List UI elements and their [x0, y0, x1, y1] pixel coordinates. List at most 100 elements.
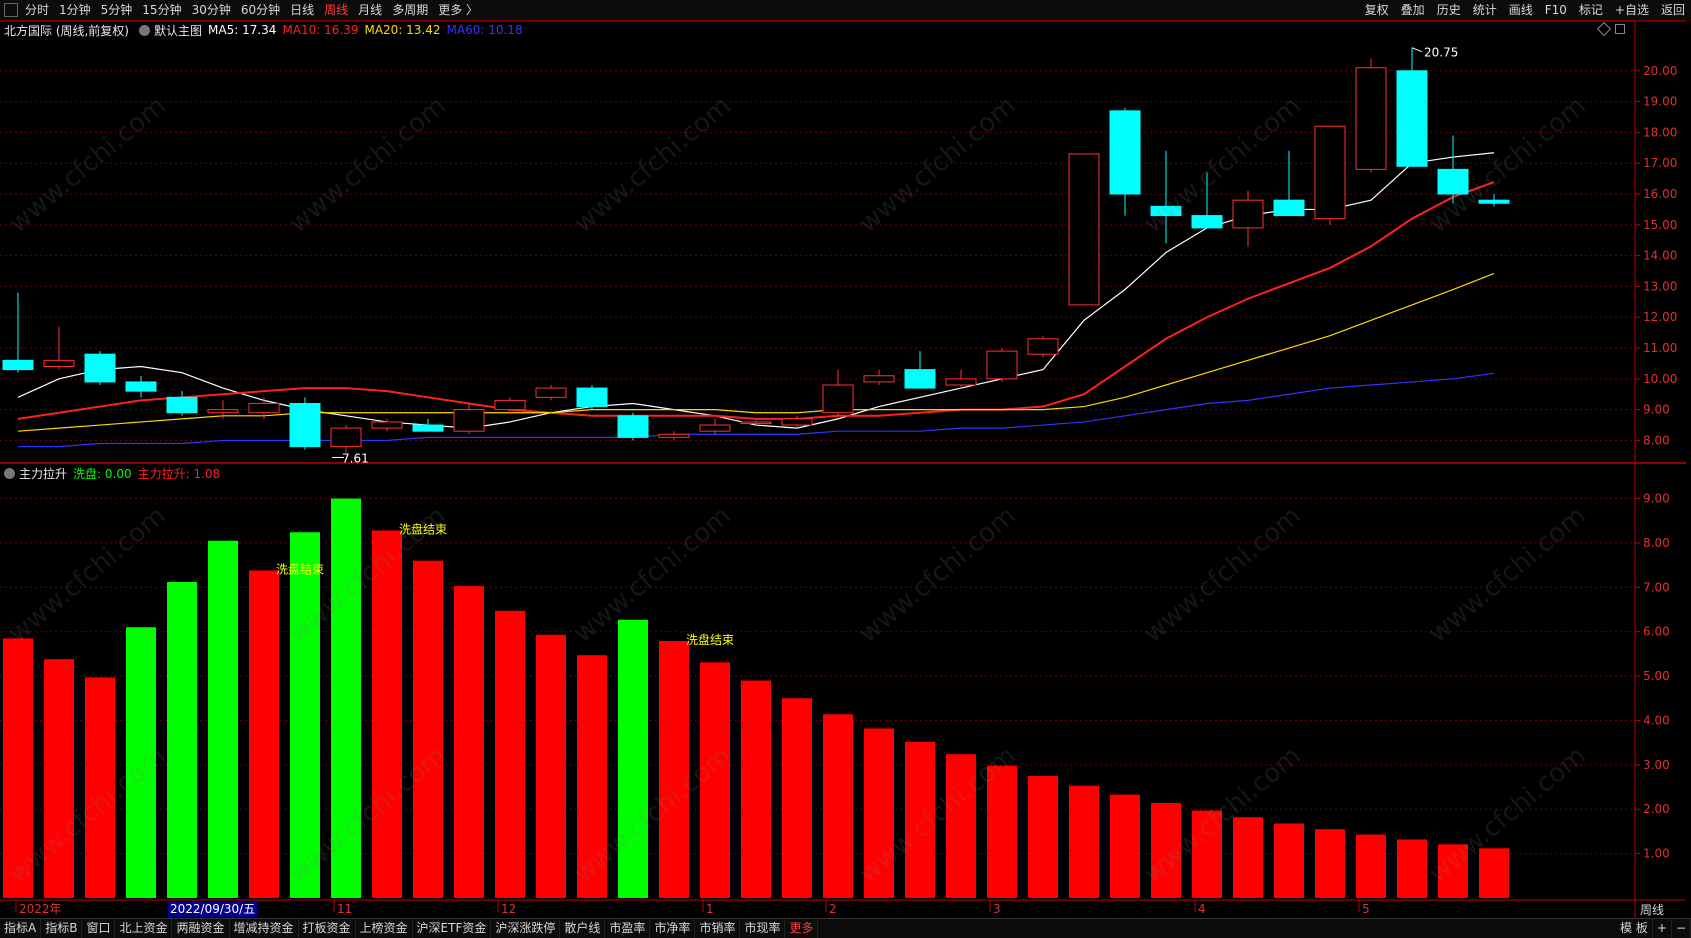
indicator-bar[interactable]	[495, 610, 525, 898]
indicator-bar[interactable]	[249, 570, 279, 898]
candle-body[interactable]	[1232, 199, 1264, 229]
indicator-bar[interactable]	[1110, 794, 1140, 898]
candle-body[interactable]	[781, 418, 813, 426]
indicator-bar[interactable]	[823, 714, 853, 898]
top-tool-6[interactable]: 标记	[1578, 3, 1603, 17]
candle-body[interactable]	[863, 375, 895, 383]
candle-body[interactable]	[43, 359, 75, 368]
candle-body[interactable]	[945, 378, 977, 386]
period-tab-4[interactable]: 30分钟	[191, 3, 231, 17]
top-tool-5[interactable]: F10	[1544, 3, 1567, 17]
top-tool-4[interactable]: 画线	[1508, 3, 1533, 17]
indicator-tab-11[interactable]: 市盈率	[605, 919, 651, 938]
indicator-bar[interactable]	[577, 655, 607, 898]
candle-body[interactable]	[494, 399, 526, 411]
indicator-settings-icon[interactable]	[4, 467, 15, 479]
indicator-tab-7[interactable]: 上榜资金	[356, 919, 413, 938]
indicator-tab-6[interactable]: 打板资金	[299, 919, 356, 938]
indicator-bar[interactable]	[864, 728, 894, 898]
candle-body[interactable]	[617, 415, 649, 438]
candle-body[interactable]	[166, 396, 198, 414]
period-tab-6[interactable]: 日线	[290, 3, 315, 17]
candle-body[interactable]	[1109, 110, 1141, 195]
candle-body[interactable]	[740, 421, 772, 424]
candle-body[interactable]	[248, 402, 280, 414]
candle-body[interactable]	[822, 384, 854, 414]
bottom-tool-2[interactable]: −	[1672, 919, 1691, 938]
maximize-icon[interactable]	[1615, 24, 1625, 34]
indicator-bar[interactable]	[946, 754, 976, 898]
indicator-bar[interactable]	[536, 634, 566, 898]
candle-body[interactable]	[1191, 215, 1223, 229]
indicator-bar[interactable]	[700, 662, 730, 898]
candle-body[interactable]	[1396, 70, 1428, 167]
indicator-tab-1[interactable]: 指标B	[41, 919, 83, 938]
candle-body[interactable]	[207, 409, 239, 414]
bottom-tool-0[interactable]: 模 板	[1616, 919, 1653, 938]
indicator-bar[interactable]	[905, 741, 935, 898]
indicator-bar[interactable]	[987, 765, 1017, 898]
candle-body[interactable]	[1478, 199, 1510, 204]
candle-body[interactable]	[1314, 125, 1346, 220]
indicator-bar[interactable]	[208, 540, 238, 898]
indicator-bar[interactable]	[126, 627, 156, 898]
indicator-bar[interactable]	[1356, 834, 1386, 898]
top-tool-8[interactable]: 返回	[1660, 3, 1685, 17]
indicator-tab-8[interactable]: 沪深ETF资金	[413, 919, 492, 938]
top-tool-7[interactable]: +自选	[1614, 3, 1649, 17]
indicator-bar[interactable]	[372, 530, 402, 898]
indicator-bar[interactable]	[741, 680, 771, 898]
indicator-tab-12[interactable]: 市净率	[650, 919, 696, 938]
top-tool-0[interactable]: 复权	[1364, 3, 1389, 17]
period-tab-9[interactable]: 多周期	[392, 3, 429, 17]
period-tab-5[interactable]: 60分钟	[240, 3, 281, 17]
period-tab-2[interactable]: 5分钟	[100, 3, 133, 17]
period-tab-7[interactable]: 周线	[324, 3, 349, 17]
period-tab-3[interactable]: 15分钟	[142, 3, 182, 17]
indicator-tab-13[interactable]: 市销率	[695, 919, 741, 938]
top-tool-2[interactable]: 历史	[1436, 3, 1461, 17]
indicator-bar[interactable]	[44, 659, 74, 898]
top-tool-1[interactable]: 叠加	[1400, 3, 1425, 17]
period-tab-10[interactable]: 更多 〉	[438, 3, 479, 17]
candle-body[interactable]	[1068, 153, 1100, 306]
indicator-bar[interactable]	[782, 698, 812, 898]
period-tab-0[interactable]: 分时	[25, 3, 50, 17]
candle-body[interactable]	[330, 427, 362, 448]
indicator-tab-3[interactable]: 北上资金	[115, 919, 173, 938]
candle-body[interactable]	[289, 402, 321, 448]
candle-body[interactable]	[125, 381, 157, 392]
candle-body[interactable]	[1355, 67, 1387, 170]
candle-body[interactable]	[1027, 338, 1059, 355]
indicator-tab-14[interactable]: 市现率	[740, 919, 786, 938]
indicator-tab-2[interactable]: 窗口	[82, 919, 116, 938]
candle-body[interactable]	[1437, 168, 1469, 195]
candle-body[interactable]	[576, 387, 608, 408]
indicator-bar[interactable]	[1192, 810, 1222, 898]
indicator-tab-10[interactable]: 散户线	[560, 919, 606, 938]
top-tool-3[interactable]: 统计	[1472, 3, 1497, 17]
candle-body[interactable]	[986, 350, 1018, 380]
indicator-tab-15[interactable]: 更多	[785, 919, 819, 938]
candle-body[interactable]	[1273, 199, 1305, 217]
chart-settings-icon[interactable]	[139, 24, 150, 36]
period-tab-8[interactable]: 月线	[358, 3, 383, 17]
indicator-bar[interactable]	[290, 532, 320, 898]
indicator-bar[interactable]	[1274, 823, 1304, 898]
indicator-bar[interactable]	[167, 581, 197, 898]
candle-body[interactable]	[453, 409, 485, 432]
indicator-bar[interactable]	[413, 560, 443, 898]
candle-body[interactable]	[371, 421, 403, 429]
indicator-bar[interactable]	[1397, 839, 1427, 898]
candle-body[interactable]	[84, 353, 116, 383]
window-menu-icon[interactable]	[4, 3, 18, 17]
indicator-bar[interactable]	[454, 585, 484, 898]
bottom-tool-1[interactable]: +	[1653, 919, 1672, 938]
indicator-bar[interactable]	[1438, 844, 1468, 898]
indicator-bar[interactable]	[618, 619, 648, 898]
indicator-tab-0[interactable]: 指标A	[0, 919, 42, 938]
candle-body[interactable]	[535, 387, 567, 398]
indicator-bar[interactable]	[331, 498, 361, 898]
indicator-tab-4[interactable]: 两融资金	[172, 919, 230, 938]
